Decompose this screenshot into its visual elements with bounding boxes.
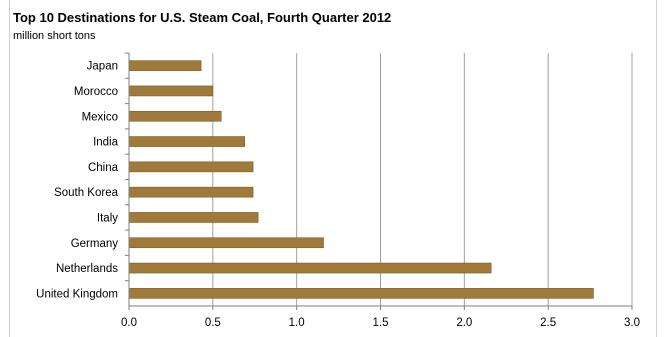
category-label: Japan <box>87 61 118 73</box>
category-labels: Japan Morocco Mexico India China South Korea I… <box>36 61 118 301</box>
bar <box>128 110 222 122</box>
x-tick-label: 3.0 <box>624 317 640 329</box>
x-tick-label: 0.5 <box>205 317 221 329</box>
x-tick-label: 2.0 <box>456 317 472 329</box>
category-label: Morocco <box>74 86 118 98</box>
chart-title: Top 10 Destinations for U.S. Steam Coal,… <box>13 10 392 25</box>
chart-frame <box>9 0 657 337</box>
tick-labels: 0.0 0.5 1.0 1.5 2.0 2.5 3.0 <box>121 317 640 329</box>
axes <box>125 52 633 310</box>
bar <box>128 186 254 198</box>
category-label: Italy <box>97 212 118 224</box>
category-label: South Korea <box>54 187 119 199</box>
x-tick-label: 0.0 <box>121 317 137 329</box>
bar <box>128 212 259 223</box>
x-tick-label: 2.5 <box>540 317 556 329</box>
bar <box>128 161 254 173</box>
bar <box>128 60 202 71</box>
chart-subtitle: million short tons <box>13 30 96 42</box>
category-label: India <box>93 137 119 149</box>
category-label: Germany <box>71 238 119 250</box>
bar <box>128 85 214 97</box>
bar <box>128 136 245 147</box>
x-tick-label: 1.0 <box>289 317 305 329</box>
bar <box>128 262 492 274</box>
x-tick-label: 1.5 <box>373 317 389 329</box>
bar <box>128 237 324 249</box>
category-label: United Kingdom <box>36 288 118 300</box>
bars <box>128 60 594 299</box>
category-label: Mexico <box>82 111 118 123</box>
category-label: Netherlands <box>56 263 118 275</box>
category-label: China <box>88 162 119 174</box>
bar <box>128 288 594 299</box>
